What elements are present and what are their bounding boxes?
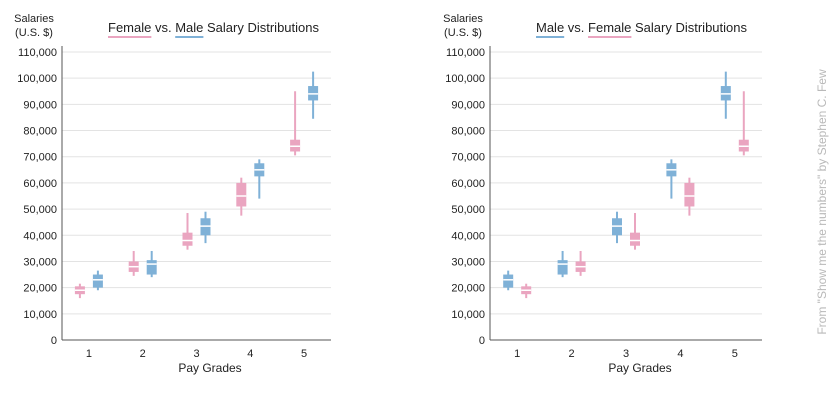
box-body xyxy=(503,274,514,288)
y-tick-label: 100,000 xyxy=(17,73,57,85)
title-text: Salary Distributions xyxy=(631,20,747,35)
y-tick-label: 110,000 xyxy=(18,47,57,59)
box-female-grade-3 xyxy=(182,213,193,250)
box-female-grade-5 xyxy=(738,91,749,156)
box-female-grade-4 xyxy=(236,177,247,216)
box-body xyxy=(182,232,193,246)
chart-title: Female vs. Male Salary Distributions xyxy=(108,20,319,35)
title-text: vs. xyxy=(151,20,175,35)
box-female-grade-1 xyxy=(74,283,85,299)
title-series-female: Female xyxy=(588,20,631,35)
x-tick-label: 5 xyxy=(301,348,307,360)
y-tick-label: 90,000 xyxy=(23,99,57,111)
box-body xyxy=(557,260,568,275)
x-tick-label: 5 xyxy=(732,348,738,360)
title-text: Salary Distributions xyxy=(203,20,319,35)
y-tick-label: 30,000 xyxy=(23,256,57,268)
box-male-grade-3 xyxy=(612,211,622,244)
x-tick-label: 4 xyxy=(247,348,253,360)
box-male-grade-1 xyxy=(503,270,514,291)
box-female-grade-2 xyxy=(575,250,586,276)
y-tick-label: 110,000 xyxy=(446,47,485,59)
box-female-grade-1 xyxy=(521,283,532,299)
title-text: vs. xyxy=(564,20,588,35)
y-tick-label: 50,000 xyxy=(451,204,485,216)
box-female-grade-3 xyxy=(630,213,640,250)
box-male-grade-2 xyxy=(146,250,157,278)
x-tick-label: 1 xyxy=(514,348,520,360)
y-tick-label: 0 xyxy=(479,335,485,347)
y-tick-label: 80,000 xyxy=(23,126,57,138)
box-body xyxy=(630,232,640,246)
y-axis-title: Salaries xyxy=(14,13,54,25)
y-tick-label: 100,000 xyxy=(445,73,485,85)
x-tick-label: 4 xyxy=(677,348,683,360)
y-tick-label: 20,000 xyxy=(23,283,57,295)
credit-text: From "Show me the numbers" by Stephen C.… xyxy=(815,69,829,335)
chart-panel-2: 0 10,000 20,000 30,000 40,000 50,000 60,000 70,… xyxy=(443,13,762,375)
y-tick-label: 70,000 xyxy=(451,152,485,164)
chart-panel-1: 0 10,000 20,000 30,000 40,000 50,000 60,000 70,… xyxy=(14,13,331,375)
box-female-grade-5 xyxy=(290,91,301,156)
x-tick-label: 3 xyxy=(193,348,199,360)
y-tick-label: 0 xyxy=(51,335,57,347)
x-axis-title: Pay Grades xyxy=(178,361,241,375)
x-tick-label: 2 xyxy=(140,348,146,360)
y-tick-label: 20,000 xyxy=(451,283,485,295)
box-male-grade-5 xyxy=(720,71,731,119)
x-axis-title: Pay Grades xyxy=(608,361,671,375)
box-body xyxy=(92,274,103,288)
y-tick-label: 40,000 xyxy=(23,230,57,242)
y-axis-title: (U.S. $) xyxy=(444,27,482,39)
y-axis-title: Salaries xyxy=(443,13,483,25)
title-series-female: Female xyxy=(108,20,151,35)
box-male-grade-5 xyxy=(308,71,319,119)
x-tick-label: 1 xyxy=(86,348,92,360)
box-male-grade-2 xyxy=(557,250,568,278)
y-tick-label: 60,000 xyxy=(23,178,57,190)
box-female-grade-4 xyxy=(684,177,695,216)
y-tick-label: 40,000 xyxy=(451,230,485,242)
box-male-grade-4 xyxy=(254,159,265,199)
box-body xyxy=(146,260,157,275)
x-tick-label: 2 xyxy=(569,348,575,360)
title-series-male: Male xyxy=(536,20,564,35)
y-tick-label: 10,000 xyxy=(23,309,57,321)
box-male-grade-1 xyxy=(92,270,103,291)
box-male-grade-4 xyxy=(666,159,677,199)
y-tick-label: 90,000 xyxy=(451,99,485,111)
y-tick-label: 80,000 xyxy=(451,126,485,138)
y-axis-title: (U.S. $) xyxy=(15,27,53,39)
y-tick-label: 50,000 xyxy=(23,204,57,216)
y-tick-label: 70,000 xyxy=(23,152,57,164)
box-body xyxy=(684,182,695,207)
chart-title: Male vs. Female Salary Distributions xyxy=(536,20,747,35)
y-tick-label: 10,000 xyxy=(451,309,485,321)
x-tick-label: 3 xyxy=(623,348,629,360)
box-male-grade-3 xyxy=(200,211,211,244)
box-body xyxy=(236,182,247,207)
title-series-male: Male xyxy=(175,20,203,35)
box-female-grade-2 xyxy=(128,250,139,276)
y-tick-label: 60,000 xyxy=(451,178,485,190)
y-tick-label: 30,000 xyxy=(451,256,485,268)
